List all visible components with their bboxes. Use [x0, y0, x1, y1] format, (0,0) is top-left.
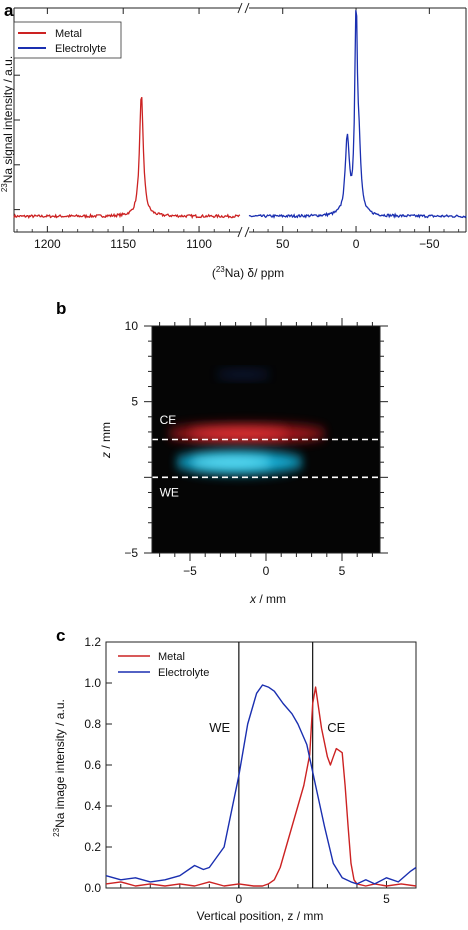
panel-a-legend-metal: Metal: [55, 28, 82, 40]
panel-b-ytick-label-3: 10: [125, 319, 139, 333]
panel-b-xtick-label-2: 5: [339, 564, 346, 578]
panel-a-xtick-label-1-2: −50: [419, 237, 440, 251]
panel-a-xtick-label-0-0: 1200: [34, 237, 61, 251]
panel-b-ylabel-unit: / mm: [99, 422, 113, 452]
panel-a-axis-break-1: [237, 226, 250, 238]
panel-c-vlines: [238, 642, 314, 888]
panel-a-ylabel-main: Na signal intensity / a.u.: [1, 56, 15, 183]
panel-c-ticks: 0.0 0.2 0.4 0.6 0.8 1.0 1.2 0 5: [84, 635, 417, 906]
panel-c-xtick-label-0: 0: [236, 892, 243, 906]
panel-b-xlabel-unit: / mm: [256, 592, 286, 606]
panel-c-ytick-label-1: 0.2: [84, 840, 101, 854]
panel-a-legend: Metal Electrolyte: [13, 21, 122, 59]
panel-c-series-electrolyte: [105, 684, 417, 885]
panel-b-ytick-label-0: −5: [124, 546, 138, 560]
panel-c-axes: [105, 641, 417, 889]
panel-a-xlabel-main: Na) δ/ ppm: [225, 266, 284, 280]
panel-a-series-electrolyte: [248, 10, 467, 219]
panel-c-ytick-label-6: 1.2: [84, 635, 101, 649]
panel-b-letter: b: [56, 299, 66, 318]
panel-c-xlabel: Vertical position, z / mm: [197, 909, 324, 923]
panel-c-legend-electrolyte: Electrolyte: [158, 667, 209, 679]
panel-c-annotation-ce: CE: [327, 720, 345, 735]
panel-b-annotations: CE WE: [160, 413, 179, 500]
panel-c-ytick-label-3: 0.6: [84, 758, 101, 772]
panel-a-letter: a: [4, 1, 14, 20]
panel-b-annotation-we: WE: [160, 485, 179, 499]
panel-b-xlabel: x / mm: [249, 592, 286, 606]
panel-a-axis-break-0: [237, 2, 250, 14]
panel-b-ylabel: z / mm: [99, 422, 113, 459]
panel-a-xtick-label-0-2: 1100: [186, 237, 212, 251]
panel-a-ylabel-sup: 23: [0, 183, 9, 192]
panel-a-ylabel: 23Na signal intensity / a.u.: [0, 56, 15, 192]
panel-b-xlabel-var: x: [249, 592, 257, 606]
panel-c-ytick-label-0: 0.0: [84, 881, 101, 895]
panel-c-legend: Metal Electrolyte: [118, 651, 209, 679]
panel-c-ytick-label-2: 0.4: [84, 799, 101, 813]
panel-c-ytick-label-5: 1.0: [84, 676, 101, 690]
panel-a-xtick-label-1-1: 0: [353, 237, 360, 251]
panel-a-series: [13, 10, 467, 220]
panel-b-dashed-lines: [152, 438, 380, 479]
panel-c-series: [105, 684, 417, 887]
panel-b-ytick-label-2: 5: [131, 395, 138, 409]
panel-c-ylabel-main: Na image intensity / a.u.: [53, 699, 67, 828]
panel-b-annotation-ce: CE: [160, 413, 177, 427]
panel-c-xtick-label-1: 5: [383, 892, 390, 906]
panel-a-xtick-label-1-0: 50: [276, 237, 290, 251]
panel-c-frame: [105, 641, 417, 889]
panel-b-ylabel-var: z: [99, 452, 113, 459]
panel-c-letter: c: [56, 626, 65, 645]
panel-c-ytick-label-4: 0.8: [84, 717, 101, 731]
panel-a-ticks: 1200 1150 1100 50 0 −50: [14, 8, 460, 251]
panel-b-xtick-label-1: 0: [263, 564, 270, 578]
panel-c-ylabel: 23Na image intensity / a.u.: [52, 699, 67, 837]
panel-a-xlabel-sup: 23: [216, 265, 225, 274]
panel-b-ticks: −5 0 5 −5 5 10: [124, 318, 388, 578]
panel-b-blob-core-metal: [189, 428, 289, 439]
panel-b-blobs: [167, 371, 327, 474]
panel-b-image: CE WE −5 0 5 −5 5 10 x / mm z / mm: [99, 318, 388, 606]
panel-a-xtick-label-0-1: 1150: [110, 237, 136, 251]
panel-a-legend-box: [13, 21, 122, 59]
panel-c-series-metal: [105, 686, 417, 887]
panel-a-series-metal: [13, 96, 241, 220]
panel-c-annotations: WE CE: [209, 720, 345, 735]
panel-c-ylabel-sup: 23: [52, 827, 61, 836]
panel-b-xtick-label-0: −5: [183, 564, 197, 578]
panel-c-legend-metal: Metal: [158, 651, 185, 663]
panel-b-faint-stripe: [215, 371, 272, 378]
panel-a-axes: [13, 2, 467, 238]
panel-a-xlabel: (23Na) δ/ ppm: [212, 265, 284, 280]
panel-c-annotation-we: WE: [209, 720, 230, 735]
panel-a-spectrum: 1200 1150 1100 50 0 −50 Metal Electrolyte 23N…: [0, 2, 467, 280]
panel-c-profile: 0.0 0.2 0.4 0.6 0.8 1.0 1.2 0 5 WE CE Metal Elect…: [52, 635, 417, 923]
panel-a-xlabel-prefix: (: [212, 266, 216, 280]
panel-a-legend-electrolyte: Electrolyte: [55, 43, 106, 55]
panel-b-blob-core-electrolyte: [191, 455, 272, 469]
